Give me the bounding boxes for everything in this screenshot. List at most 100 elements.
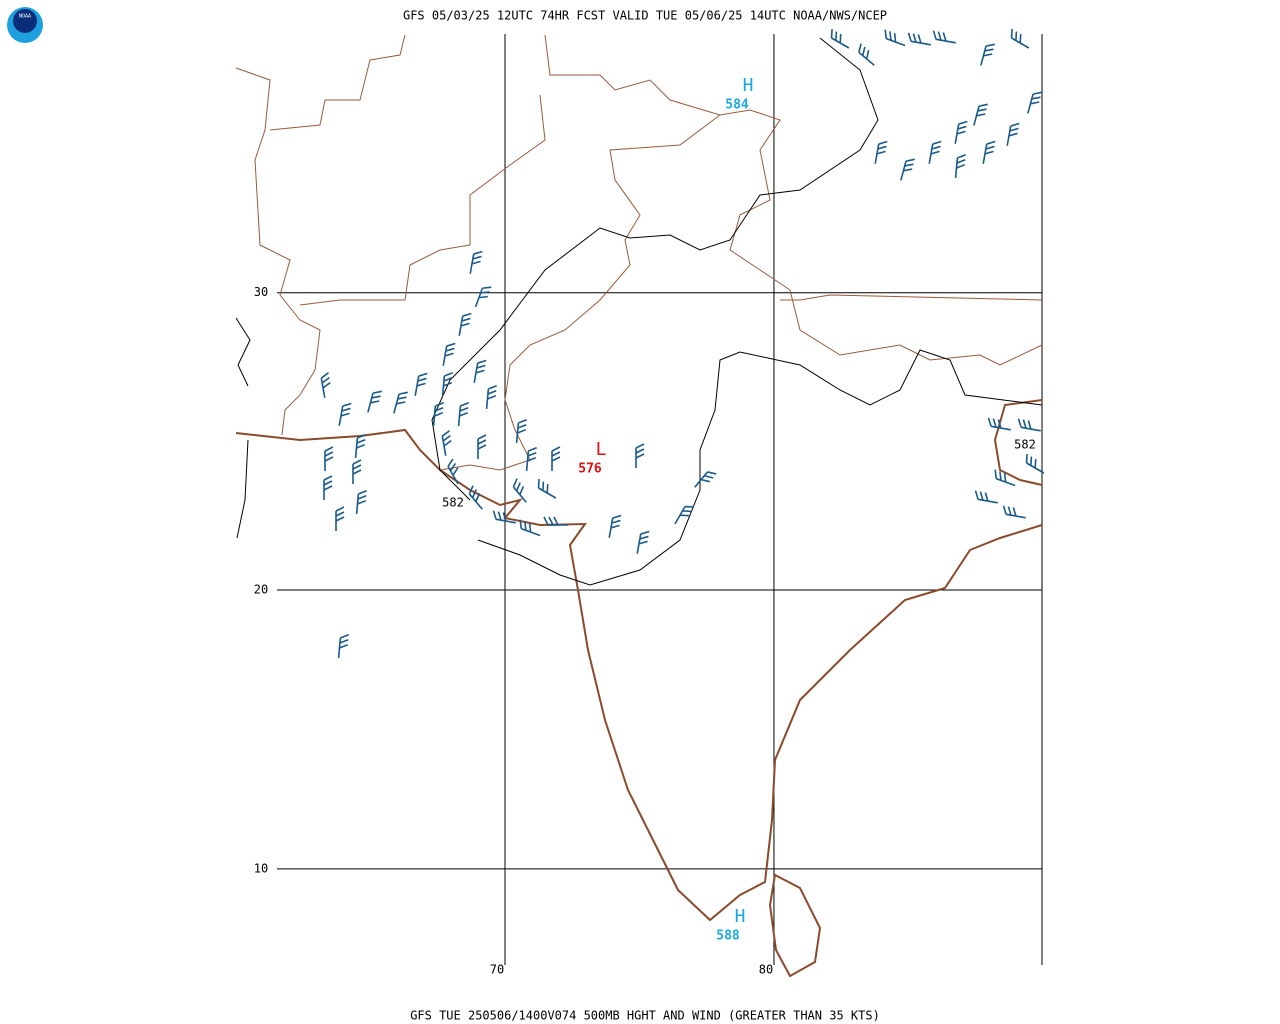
wind-barb: [1025, 454, 1045, 474]
barb-stroke: [441, 371, 453, 397]
wind-barb: [432, 401, 444, 427]
barb-stroke: [982, 140, 996, 164]
wind-barb: [900, 158, 915, 181]
barb-stroke: [519, 519, 541, 537]
barb-stroke: [393, 391, 408, 414]
coastline-east: [993, 399, 1043, 486]
longitude-label: 70: [490, 963, 504, 977]
logo-inner: [13, 9, 37, 33]
barb-stroke: [674, 505, 694, 525]
wind-barb: [994, 469, 1016, 487]
latitude-label: 20: [254, 583, 268, 597]
barb-stroke: [469, 250, 483, 274]
barb-stroke: [367, 390, 382, 413]
wind-barb: [694, 471, 717, 488]
barb-stroke: [442, 342, 456, 366]
wind-barb: [932, 30, 956, 44]
barb-stroke: [1017, 418, 1041, 432]
wind-barb: [636, 530, 650, 554]
center-value: 584: [725, 98, 749, 113]
barb-stroke: [973, 103, 988, 126]
barb-stroke: [874, 140, 888, 164]
wind-barb: [442, 342, 456, 366]
wind-barb: [458, 312, 472, 336]
barb-stroke: [338, 402, 352, 426]
wind-barbs: [320, 29, 1045, 659]
wind-barb: [987, 417, 1011, 431]
barb-stroke: [1002, 505, 1026, 519]
wind-barb: [441, 430, 452, 456]
wind-barb: [354, 433, 366, 459]
wind-barb: [485, 384, 497, 410]
barb-stroke: [884, 29, 906, 47]
wind-barb: [973, 103, 988, 126]
barb-stroke: [932, 30, 956, 44]
footer-caption: GFS TUE 250506/1400V074 500MB HGHT AND W…: [410, 1009, 880, 1023]
wind-barb: [492, 510, 516, 524]
barb-stroke: [1006, 122, 1020, 146]
barb-stroke: [636, 530, 650, 554]
barb-stroke: [980, 43, 995, 66]
contour-label: 582: [1014, 438, 1036, 452]
barb-stroke: [337, 633, 349, 659]
wind-barb: [928, 140, 942, 164]
wind-barb: [537, 479, 557, 499]
barb-stroke: [987, 417, 1011, 431]
wind-barb: [608, 514, 622, 538]
barb-stroke: [954, 153, 966, 179]
title: GFS 05/03/25 12UTC 74HR FCST VALID TUE 0…: [403, 9, 887, 23]
wind-barb: [441, 371, 453, 397]
wind-barb: [474, 286, 492, 308]
barb-stroke: [1025, 454, 1045, 474]
contour-labels: 582 582: [442, 438, 1036, 510]
height-contour: [236, 439, 249, 539]
wind-barb: [1027, 91, 1042, 114]
barb-stroke: [537, 479, 557, 499]
barb-stroke: [974, 490, 998, 504]
wind-barb: [468, 485, 483, 510]
barb-stroke: [608, 514, 622, 538]
barb-stroke: [355, 489, 367, 515]
barb-stroke: [323, 475, 333, 500]
wind-barb: [907, 32, 931, 46]
border: [235, 67, 321, 436]
barb-stroke: [320, 372, 331, 398]
wind-barb: [884, 29, 906, 47]
logo-text: NOAA: [19, 14, 31, 20]
wind-barb: [338, 402, 352, 426]
barb-stroke: [954, 120, 968, 144]
barb-stroke: [354, 433, 366, 459]
latitude-label: 30: [254, 285, 268, 299]
barb-stroke: [324, 446, 334, 471]
noaa-logo: NOAA: [7, 7, 43, 43]
border: [780, 294, 1043, 301]
wind-barb: [477, 434, 487, 459]
wind-barb: [858, 43, 875, 66]
height-contour: [431, 37, 879, 501]
height-contour: [477, 349, 1043, 586]
wind-barb: [473, 359, 487, 383]
border: [439, 114, 721, 471]
latitude-label: 10: [254, 861, 268, 875]
wind-barb: [674, 505, 694, 525]
wind-barb: [337, 633, 349, 659]
barb-stroke: [635, 443, 645, 468]
barb-stroke: [900, 158, 915, 181]
wind-barb: [1017, 418, 1041, 432]
center-value: 576: [578, 462, 602, 477]
barb-stroke: [477, 434, 487, 459]
contour-label: 582: [442, 496, 464, 510]
barb-stroke: [928, 140, 942, 164]
wind-barb: [414, 372, 428, 396]
barb-stroke: [525, 446, 537, 472]
wind-barb: [393, 391, 408, 414]
wind-barb: [974, 490, 998, 504]
wind-barb: [830, 29, 850, 49]
border: [544, 34, 1043, 366]
wind-barb: [352, 459, 362, 484]
wind-barb: [525, 446, 537, 472]
wind-barb: [1010, 29, 1030, 49]
barb-stroke: [858, 43, 875, 66]
wind-barb: [551, 446, 561, 471]
